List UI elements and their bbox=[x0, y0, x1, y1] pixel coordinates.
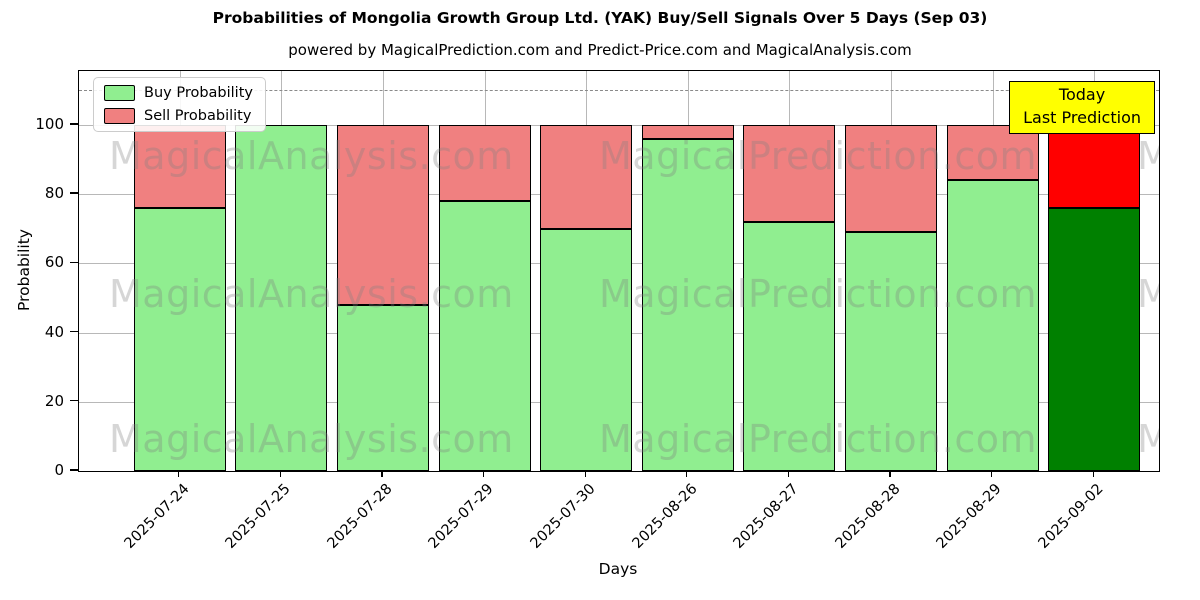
y-tick-mark bbox=[70, 192, 78, 194]
bar-2025-08-28 bbox=[845, 71, 937, 471]
legend: Buy Probability Sell Probability bbox=[93, 77, 266, 132]
y-tick-label: 80 bbox=[44, 184, 64, 203]
x-tick-mark bbox=[279, 471, 282, 477]
x-tick-mark bbox=[482, 471, 485, 477]
sell-segment bbox=[743, 125, 836, 222]
x-tick-mark bbox=[381, 471, 383, 477]
today-annotation: Today Last Prediction bbox=[1009, 81, 1155, 135]
buy-segment bbox=[235, 124, 328, 471]
buy-segment bbox=[845, 232, 937, 471]
y-tick-mark bbox=[70, 400, 78, 402]
watermark-text: MagicalAnalysis.com bbox=[109, 272, 514, 316]
x-tick-label: 2025-07-24 bbox=[121, 481, 193, 552]
chart-subtitle: powered by MagicalPrediction.com and Pre… bbox=[288, 41, 912, 59]
x-tick-label: 2025-07-28 bbox=[324, 481, 396, 552]
legend-item-sell: Sell Probability bbox=[104, 108, 253, 124]
bar-2025-08-27 bbox=[743, 71, 836, 471]
x-tick-label: 2025-08-26 bbox=[629, 481, 701, 552]
buy-segment bbox=[641, 138, 734, 471]
x-tick-label: 2025-08-28 bbox=[832, 481, 904, 552]
y-axis-label: Probability bbox=[15, 229, 33, 311]
y-tick-mark bbox=[70, 123, 78, 125]
buy-segment bbox=[133, 208, 226, 471]
x-tick-mark bbox=[686, 471, 688, 477]
sell-segment bbox=[133, 125, 226, 209]
buy-swatch-icon bbox=[104, 85, 135, 101]
x-tick-label: 2025-07-29 bbox=[426, 481, 497, 552]
bar-2025-07-24 bbox=[133, 71, 226, 471]
y-tick-label: 100 bbox=[35, 114, 64, 133]
x-tick-label: 2025-07-30 bbox=[527, 481, 599, 552]
sell-segment bbox=[641, 125, 734, 139]
watermark-text: MagicalAnalysis.com bbox=[1137, 134, 1159, 178]
bar-2025-09-02 bbox=[1048, 71, 1141, 471]
watermark-text: MagicalAnalysis.com bbox=[1137, 272, 1159, 316]
watermark-text: MagicalAnalysis.com bbox=[109, 417, 514, 461]
bar-2025-07-25 bbox=[235, 71, 328, 471]
buy-segment bbox=[946, 180, 1039, 471]
y-tick-mark bbox=[70, 330, 78, 333]
x-tick-mark bbox=[990, 471, 993, 477]
bar-2025-08-29 bbox=[946, 71, 1039, 471]
today-annotation-line1: Today bbox=[1058, 85, 1106, 104]
bar-2025-08-26 bbox=[641, 71, 734, 471]
today-annotation-line2: Last Prediction bbox=[1023, 107, 1141, 127]
x-tick-mark bbox=[889, 471, 891, 477]
chart-title: Probabilities of Mongolia Growth Group L… bbox=[212, 9, 988, 27]
buy-segment bbox=[540, 228, 633, 471]
x-tick-label: 2025-08-29 bbox=[934, 481, 1005, 552]
sell-segment bbox=[845, 124, 937, 233]
watermark-text: MagicalAnalysis.com bbox=[1137, 417, 1159, 461]
y-tick-label: 40 bbox=[44, 322, 64, 341]
x-tick-label: 2025-09-02 bbox=[1035, 481, 1107, 552]
y-tick-label: 60 bbox=[44, 253, 64, 272]
x-tick-label: 2025-08-27 bbox=[730, 481, 802, 552]
threshold-dashed-line bbox=[79, 90, 1159, 92]
x-tick-label: 2025-07-25 bbox=[222, 481, 294, 552]
x-tick-mark bbox=[1092, 471, 1094, 477]
buy-segment bbox=[1048, 208, 1141, 471]
legend-label-buy: Buy Probability bbox=[144, 85, 253, 101]
y-tick-label: 20 bbox=[44, 391, 64, 410]
legend-label-sell: Sell Probability bbox=[144, 108, 252, 124]
x-tick-mark bbox=[584, 471, 586, 477]
x-tick-mark bbox=[787, 471, 790, 477]
bar-2025-07-28 bbox=[337, 71, 429, 471]
sell-segment bbox=[540, 125, 633, 229]
sell-swatch-icon bbox=[104, 108, 135, 124]
bar-2025-07-29 bbox=[438, 71, 531, 471]
sell-segment bbox=[438, 125, 531, 202]
watermark-text: MagicalPrediction.com bbox=[599, 134, 1037, 178]
sell-segment bbox=[1048, 125, 1141, 209]
bar-2025-07-30 bbox=[540, 71, 633, 471]
x-axis-label: Days bbox=[598, 560, 638, 578]
y-tick-mark bbox=[70, 261, 78, 264]
watermark-text: MagicalPrediction.com bbox=[599, 272, 1037, 316]
x-tick-mark bbox=[178, 471, 180, 477]
y-tick-mark bbox=[70, 469, 78, 471]
watermark-text: MagicalAnalysis.com bbox=[109, 134, 514, 178]
legend-item-buy: Buy Probability bbox=[104, 85, 253, 101]
buy-segment bbox=[743, 221, 836, 471]
buy-segment bbox=[438, 201, 531, 471]
y-tick-label: 0 bbox=[54, 461, 64, 479]
watermark-text: MagicalPrediction.com bbox=[599, 417, 1037, 461]
sell-segment bbox=[337, 125, 429, 305]
plot-area: MagicalAnalysis.com MagicalPrediction.com… bbox=[78, 70, 1160, 472]
buy-segment bbox=[337, 304, 429, 471]
